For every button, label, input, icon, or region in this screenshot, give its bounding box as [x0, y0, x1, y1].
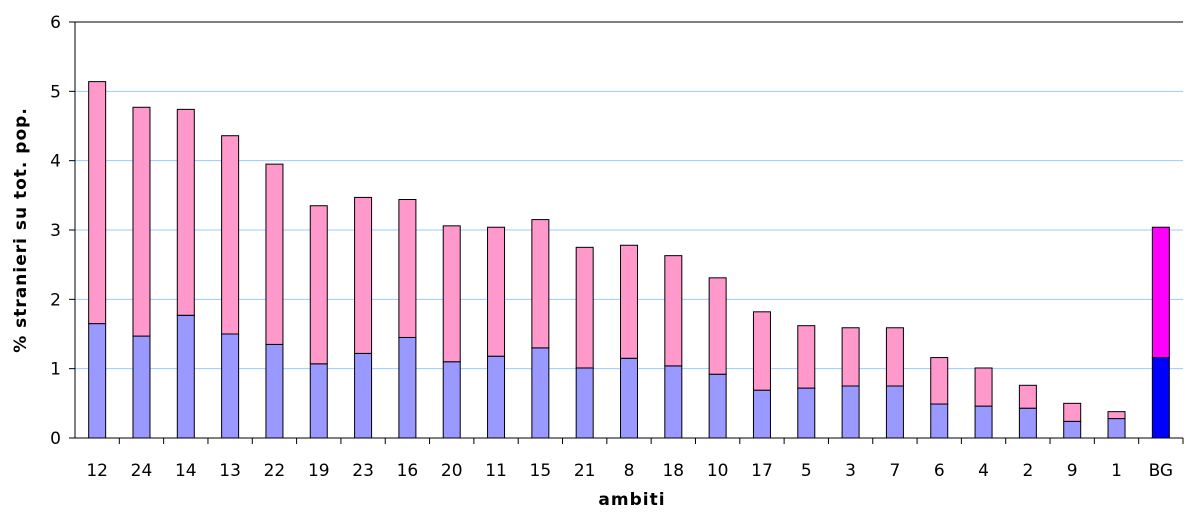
bar-segment-9-upper	[1063, 402, 1082, 422]
bar-segment-15-upper	[531, 219, 550, 349]
bar-segment-22-upper	[265, 163, 284, 345]
bar-segment-16-upper	[398, 198, 417, 338]
bar-segment-2-upper	[1018, 384, 1037, 409]
bar-segment-15-lower	[531, 347, 550, 439]
x-tick-label: 14	[175, 461, 197, 481]
bar-segment-14-upper	[176, 108, 195, 316]
x-tick-label: 1	[1111, 461, 1122, 481]
bar-segment-21-lower	[575, 367, 594, 439]
x-axis-title: ambiti	[598, 490, 665, 510]
bar-segment-2-lower	[1018, 407, 1037, 439]
x-tick-label: BG	[1149, 461, 1174, 481]
bar-segment-24-lower	[132, 335, 151, 439]
bar-segment-11-lower	[487, 355, 506, 439]
bar-segment-20-lower	[442, 361, 461, 439]
bar-segment-7-lower	[885, 385, 904, 439]
bar-segment-10-lower	[708, 373, 727, 439]
x-tick-label: 7	[890, 461, 901, 481]
bar-segment-12-upper	[88, 81, 107, 325]
y-tick-label: 2	[50, 290, 61, 310]
y-tick-label: 6	[50, 13, 61, 33]
y-tick-label: 0	[50, 429, 61, 449]
bar-segment-13-lower	[221, 333, 240, 439]
bar-segment-4-upper	[974, 367, 993, 407]
bar-segment-4-lower	[974, 405, 993, 439]
bar-segment-6-upper	[930, 357, 949, 405]
y-tick-label: 1	[50, 360, 61, 380]
x-tick-label: 11	[485, 461, 507, 481]
x-tick-label: 24	[131, 461, 153, 481]
bar-segment-22-lower	[265, 343, 284, 439]
bar-segment-19-lower	[309, 363, 328, 439]
y-tick-label: 5	[50, 82, 61, 102]
x-tick-label: 17	[751, 461, 773, 481]
bar-segment-16-lower	[398, 336, 417, 439]
y-axis-title: % stranieri su tot. pop.	[11, 107, 31, 353]
y-tick-label: 4	[50, 152, 61, 172]
x-tick-label: 19	[308, 461, 330, 481]
bars	[88, 81, 1170, 439]
bar-segment-23-upper	[354, 196, 373, 354]
x-tick-label: 18	[662, 461, 684, 481]
x-tick-label: 8	[624, 461, 635, 481]
bar-segment-11-upper	[487, 226, 506, 357]
bar-segment-12-lower	[88, 323, 107, 439]
y-tick-labels: 0 1 2 3 4 5 6	[50, 13, 61, 449]
x-tick-labels: 12 24 14 13 22 19 23 16 20 11 15 21 8 18 10 17 5 3 7 6 4 2 9 1 B…	[86, 461, 1173, 481]
y-tick-label: 3	[50, 221, 61, 241]
axes	[69, 21, 1184, 444]
bar-segment-19-upper	[309, 205, 328, 365]
bar-segment-1-lower	[1107, 418, 1126, 439]
x-tick-label: 10	[707, 461, 729, 481]
x-tick-label: 16	[397, 461, 419, 481]
bar-segment-17-upper	[752, 311, 771, 391]
bar-segment-8-lower	[620, 357, 638, 439]
bar-segment-5-lower	[797, 387, 816, 439]
x-tick-label: 6	[934, 461, 945, 481]
bar-segment-13-upper	[221, 135, 240, 335]
bar-segment-1-upper	[1107, 411, 1126, 420]
bar-segment-BG-upper	[1151, 226, 1170, 359]
bar-segment-10-upper	[708, 277, 727, 375]
x-tick-label: 23	[352, 461, 374, 481]
bar-segment-3-lower	[841, 385, 860, 439]
x-tick-label: 21	[574, 461, 596, 481]
bar-segment-18-lower	[664, 365, 683, 439]
x-tick-label: 2	[1022, 461, 1033, 481]
bar-segment-9-lower	[1063, 420, 1082, 439]
x-tick-label: 22	[264, 461, 286, 481]
x-tick-label: 20	[441, 461, 463, 481]
x-tick-label: 13	[219, 461, 241, 481]
bar-segment-BG-lower	[1151, 357, 1170, 439]
bar-segment-8-upper	[620, 244, 638, 359]
bar-segment-23-lower	[354, 352, 373, 439]
bar-segment-17-lower	[752, 389, 771, 439]
x-tick-label: 5	[801, 461, 812, 481]
bar-segment-21-upper	[575, 246, 594, 369]
bar-segment-20-upper	[442, 225, 461, 363]
bar-segment-24-upper	[132, 106, 151, 337]
bar-segment-14-lower	[176, 314, 195, 439]
bar-segment-5-upper	[797, 325, 816, 389]
bar-segment-3-upper	[841, 327, 860, 387]
x-tick-label: 12	[86, 461, 108, 481]
x-tick-label: 9	[1067, 461, 1078, 481]
bar-segment-7-upper	[885, 327, 904, 387]
bar-segment-6-lower	[930, 403, 949, 439]
x-tick-label: 3	[845, 461, 856, 481]
x-tick-label: 4	[978, 461, 989, 481]
gridlines	[75, 21, 1183, 370]
x-tick-label: 15	[530, 461, 552, 481]
bar-segment-18-upper	[664, 255, 683, 367]
